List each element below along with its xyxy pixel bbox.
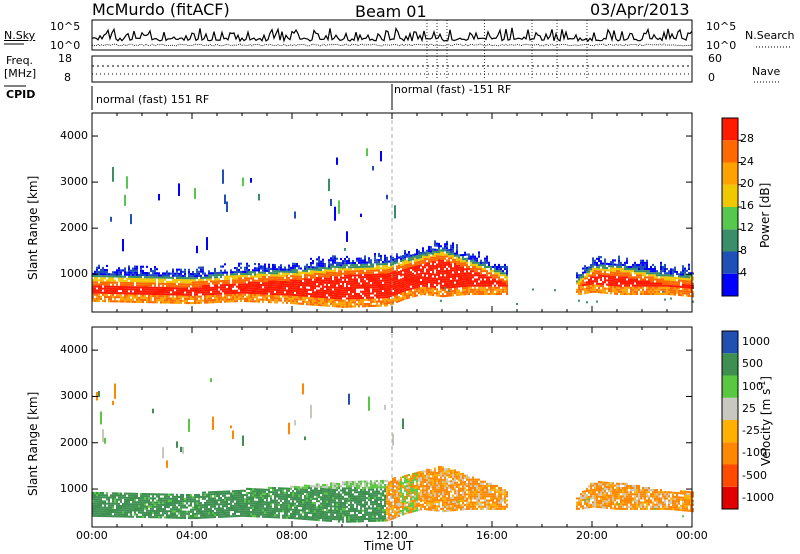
power-cbar-tick-label-4: 12: [740, 221, 754, 235]
freq-tick-high: 18: [58, 52, 72, 65]
velocity-cbar-tick-label-0: 1000: [742, 335, 770, 349]
time-tick-label-5: 20:00: [576, 529, 608, 542]
cpid-segment-2: normal (fast) -151 RF: [394, 83, 512, 96]
power-cbar-swatch-4: [722, 184, 738, 207]
power-cbar-swatch-0: [722, 273, 738, 296]
velocity-cbar-swatch-4: [722, 397, 738, 420]
power-ylabel: Slant Range [km]: [26, 175, 40, 280]
time-tick-label-6: 00:00: [676, 529, 708, 542]
power-cbar-swatch-6: [722, 140, 738, 163]
power-ytick-label-3: 4000: [60, 129, 88, 143]
freq-unit-label: [MHz]: [4, 67, 37, 80]
freq-panel-frame: [91, 55, 693, 83]
velocity-ytick-label-0: 1000: [60, 482, 88, 496]
velocity-cells: [92, 378, 694, 523]
power-cbar-tick-label-6: 4: [740, 265, 747, 279]
velocity-cbar-tick-label-1: 500: [742, 357, 763, 371]
velocity-ytick-label-3: 4000: [60, 343, 88, 357]
power-ytick-label-0: 1000: [60, 267, 88, 281]
velocity-cbar-tick-label-2: 100: [742, 379, 763, 393]
velocity-ylabel: Slant Range [km]: [26, 391, 40, 496]
nsky-tick-high: 10^5: [50, 20, 81, 33]
velocity-ytick-label-2: 3000: [60, 389, 88, 403]
freq-tick-low: 8: [64, 71, 71, 84]
velocity-ytick-label-1: 2000: [60, 435, 88, 449]
velocity-cbar-frame: [721, 330, 739, 510]
velocity-cbar-swatch-3: [722, 420, 738, 443]
power-cbar-tick-label-1: 24: [740, 154, 754, 168]
velocity-cbar-tick-label-7: -1000: [742, 490, 774, 504]
nave-label: Nave: [752, 65, 781, 78]
nsky-label: N.Sky: [4, 29, 36, 42]
power-cells: [92, 148, 694, 308]
cpid-label: CPID: [6, 88, 36, 101]
nsky-trace: [91, 26, 693, 43]
velocity-cbar-tick-label-3: 25: [742, 401, 756, 415]
power-ytick-label-1: 2000: [60, 221, 88, 235]
power-cbar-tick-label-5: 8: [740, 243, 747, 257]
power-cbar-label: Power [dB]: [758, 182, 772, 248]
time-tick-label-1: 04:00: [176, 529, 208, 542]
power-cbar-tick-label-3: 16: [740, 199, 754, 213]
date-title: 03/Apr/2013: [590, 0, 690, 19]
nsearch-label: N.Search: [745, 29, 795, 42]
power-cbar-swatch-3: [722, 207, 738, 230]
nsearch-tick-high: 10^5: [706, 20, 737, 33]
nsky-tick-low: 10^0: [50, 39, 81, 52]
nave-tick-low: 0: [708, 71, 715, 84]
power-ytick-label-2: 3000: [60, 175, 88, 189]
time-tick-label-0: 00:00: [76, 529, 108, 542]
velocity-cbar-tick-label-6: -500: [742, 468, 767, 482]
velocity-cbar-swatch-2: [722, 442, 738, 465]
velocity-cbar-tick-label-5: -100: [742, 446, 767, 460]
power-cbar-swatch-5: [722, 162, 738, 185]
velocity-cbar-swatch-7: [722, 331, 738, 354]
velocity-cbar-swatch-5: [722, 375, 738, 398]
power-cbar-tick-label-2: 20: [740, 176, 754, 190]
power-cbar-swatch-2: [722, 229, 738, 252]
nave-tick-high: 60: [708, 52, 722, 65]
time-tick-label-4: 16:00: [476, 529, 508, 542]
velocity-cbar-swatch-1: [722, 464, 738, 487]
power-cbar-swatch-7: [722, 118, 738, 141]
velocity-cbar-swatch-6: [722, 353, 738, 376]
nsky-panel-frame: [91, 19, 693, 51]
time-tick-label-3: 12:00: [376, 529, 408, 542]
time-tick-label-2: 08:00: [276, 529, 308, 542]
power-cbar-tick-label-0: 28: [740, 132, 754, 146]
nsearch-tick-low: 10^0: [706, 39, 737, 52]
nsearch-trace: [91, 43, 693, 47]
station-title: McMurdo (fitACF): [92, 0, 230, 19]
beam-title: Beam 01: [355, 2, 427, 21]
velocity-cbar-swatch-0: [722, 486, 738, 509]
x-axis-label: Time UT: [364, 539, 414, 553]
power-cbar-swatch-1: [722, 251, 738, 274]
velocity-cbar-tick-label-4: -25: [742, 424, 760, 438]
freq-label: Freq.: [6, 54, 34, 67]
cpid-segment-1: normal (fast) 151 RF: [96, 93, 210, 106]
